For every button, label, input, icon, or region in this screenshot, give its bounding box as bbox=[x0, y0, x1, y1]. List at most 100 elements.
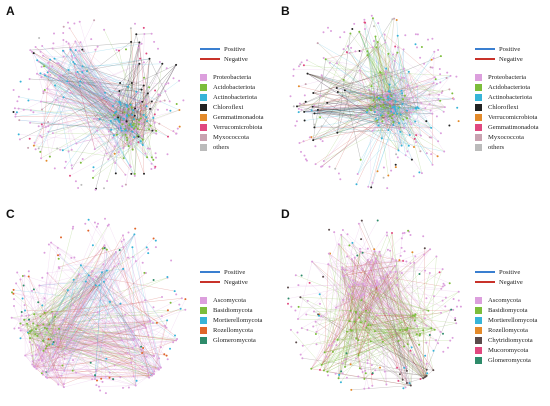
network-node bbox=[346, 255, 349, 258]
network-node bbox=[17, 133, 20, 136]
network-node bbox=[123, 120, 126, 123]
network-edge bbox=[44, 75, 132, 108]
network-node bbox=[383, 106, 385, 109]
network-node bbox=[394, 270, 397, 273]
network-edge bbox=[152, 94, 159, 131]
network-edge bbox=[130, 42, 140, 113]
network-edge bbox=[41, 105, 120, 125]
network-edge bbox=[72, 304, 165, 355]
network-node bbox=[56, 246, 59, 249]
network-edge bbox=[32, 345, 47, 362]
network-edge bbox=[385, 118, 394, 126]
legend-taxon: Glomeromycota bbox=[475, 355, 537, 365]
network-node bbox=[158, 93, 161, 96]
network-edge bbox=[109, 301, 161, 368]
network-edge bbox=[80, 42, 120, 153]
network-node bbox=[308, 281, 311, 284]
network-edge bbox=[42, 340, 177, 361]
network-edge bbox=[359, 70, 411, 117]
network-edge bbox=[386, 232, 420, 336]
network-edge bbox=[381, 91, 389, 116]
network-edge bbox=[29, 337, 40, 349]
network-node bbox=[175, 63, 178, 66]
network-edge bbox=[126, 64, 177, 134]
network-edge bbox=[44, 273, 48, 313]
network-edge bbox=[78, 274, 147, 329]
network-node bbox=[398, 122, 400, 125]
network-node bbox=[125, 120, 128, 123]
network-node bbox=[138, 62, 141, 65]
network-edge bbox=[377, 41, 438, 84]
network-edge bbox=[74, 63, 144, 86]
network-edge bbox=[389, 105, 394, 123]
network-node bbox=[27, 146, 30, 149]
network-edge bbox=[375, 260, 397, 286]
network-node bbox=[457, 290, 460, 293]
network-node bbox=[339, 381, 342, 384]
network-edge bbox=[28, 333, 150, 378]
network-edge bbox=[382, 18, 395, 122]
network-node bbox=[358, 367, 361, 370]
network-edge bbox=[44, 303, 121, 313]
network-node bbox=[452, 97, 455, 100]
network-node bbox=[359, 250, 362, 253]
network-node bbox=[17, 95, 20, 98]
network-node bbox=[432, 349, 435, 352]
network-node bbox=[51, 132, 54, 135]
network-edge bbox=[328, 264, 408, 345]
network-edge bbox=[70, 92, 128, 107]
network-edge bbox=[380, 72, 391, 107]
network-node bbox=[170, 259, 173, 262]
network-node bbox=[118, 90, 121, 92]
network-edge bbox=[367, 51, 422, 136]
network-edge bbox=[133, 340, 147, 357]
network-node bbox=[105, 248, 108, 251]
network-edge bbox=[52, 251, 117, 358]
network-edge bbox=[412, 312, 442, 316]
network-edge bbox=[358, 271, 396, 356]
network-edge bbox=[351, 251, 361, 294]
network-edge bbox=[327, 298, 379, 372]
network-node bbox=[142, 113, 145, 116]
network-node bbox=[408, 382, 411, 385]
network-node bbox=[439, 81, 442, 84]
network-node bbox=[400, 272, 403, 274]
network-edge bbox=[33, 356, 54, 367]
network-edge bbox=[370, 267, 403, 380]
network-edge bbox=[360, 259, 368, 297]
network-edge bbox=[350, 309, 363, 365]
network-edge bbox=[368, 89, 382, 107]
network-node bbox=[427, 38, 429, 41]
network-edge bbox=[140, 101, 142, 124]
network-node bbox=[328, 61, 331, 64]
network-edge bbox=[313, 59, 326, 141]
network-edge bbox=[18, 108, 100, 120]
network-node bbox=[433, 328, 436, 331]
network-edge bbox=[82, 66, 142, 90]
network-edge bbox=[367, 51, 422, 104]
network-node bbox=[102, 280, 105, 283]
network-node bbox=[96, 45, 99, 48]
network-node bbox=[297, 318, 299, 320]
network-edge bbox=[56, 275, 90, 371]
network-edge bbox=[134, 234, 147, 329]
network-node bbox=[141, 352, 144, 354]
network-edge bbox=[368, 272, 408, 371]
network-node bbox=[93, 19, 96, 22]
network-edge bbox=[397, 35, 406, 96]
network-edge bbox=[319, 294, 338, 340]
legend-label: Mortierellomycota bbox=[213, 316, 263, 324]
network-edge bbox=[342, 267, 362, 270]
network-edge bbox=[392, 114, 405, 129]
network-node bbox=[415, 141, 417, 144]
network-node bbox=[57, 254, 59, 257]
network-edge bbox=[361, 251, 405, 270]
network-node bbox=[425, 152, 428, 155]
legend-negative-edge: Negative bbox=[475, 54, 539, 64]
network-edge bbox=[110, 101, 143, 122]
network-node bbox=[53, 167, 56, 170]
network-node bbox=[42, 92, 45, 95]
network-node bbox=[41, 339, 44, 342]
network-edge bbox=[58, 328, 178, 340]
network-edge bbox=[122, 131, 138, 137]
